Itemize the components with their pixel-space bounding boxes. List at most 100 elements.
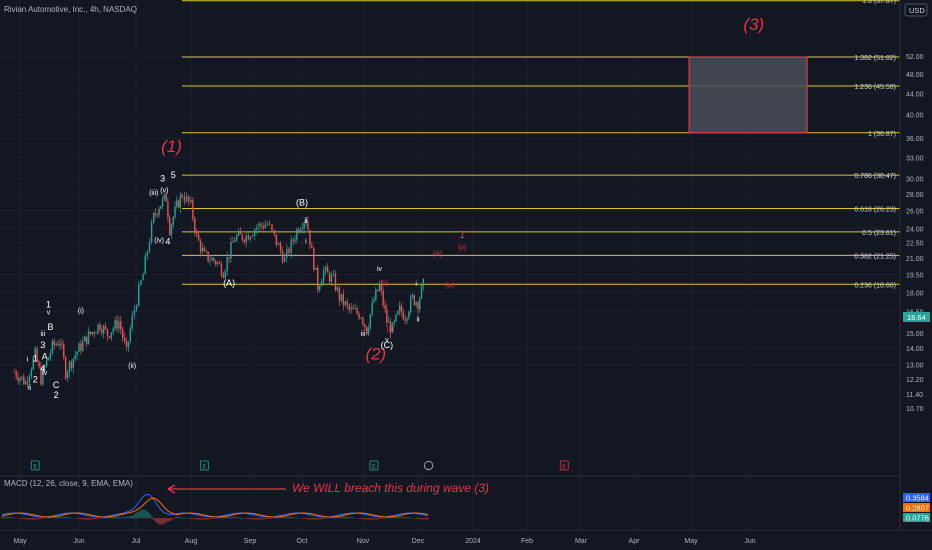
candle-body [409,297,412,313]
candle-body [169,217,171,235]
candle-body [354,308,356,310]
price-tick-label: 18.00 [906,290,924,297]
candle-body [181,195,183,197]
macd-value-3: 0.0776 [906,514,929,523]
wave-label: (i) [78,308,84,315]
macd-histogram-bar [29,518,31,520]
candle-body [328,272,331,282]
macd-histogram-bar [259,518,261,520]
candle-body [309,229,311,246]
macd-histogram-bar [39,518,41,520]
macd-histogram-bar [405,517,407,519]
macd-histogram-bar [307,518,309,520]
price-tick-label: 28.00 [906,192,924,199]
macd-histogram-bar [57,516,59,519]
macd-histogram-bar [329,517,331,519]
candle-body [25,381,27,385]
candle-body [49,352,52,358]
wave-label: 1 [459,229,465,241]
macd-histogram-bar [359,518,361,519]
macd-histogram-bar [99,518,101,519]
candle-body [369,314,372,328]
macd-histogram-bar [279,516,281,519]
candle-body [322,270,325,282]
macd-histogram-bar [85,518,87,520]
candle-body [114,320,116,329]
macd-histogram-bar [149,514,151,519]
earnings-marker[interactable] [559,460,569,471]
candle-body [275,234,278,245]
wave-label: 1 [33,353,38,363]
time-tick-label: May [684,538,698,545]
macd-histogram-bar [151,516,153,519]
macd-histogram-bar [397,516,399,519]
candle-body [241,234,244,240]
macd-histogram-bar [97,518,99,519]
wave-label: 5 [171,170,176,180]
price-tick-label: 24.00 [906,226,924,233]
price-axis[interactable]: 10.7011.4012.2013.0014.0015.0016.5018.00… [906,54,924,413]
fib-levels: 1.5 (57.57) 1.382 (51.82) 1.236 (45.50) 1 (… [182,0,900,289]
earnings-marker[interactable] [369,460,379,471]
candle-body [101,329,103,334]
macd-histogram-bar [373,518,375,520]
macd-histogram-bar [177,516,179,519]
macd-histogram-bar [293,517,295,519]
macd-histogram-bar [53,516,55,519]
macd-histogram-bar [245,518,247,519]
candle-body [66,371,69,379]
macd-histogram-bar [227,516,229,519]
candle-body [283,257,286,263]
candle-body [30,369,33,377]
price-tick-label: 13.00 [906,363,924,370]
macd-pane: MACD (12, 26, close, 9, EMA, EMA) We WIL… [1,479,930,525]
candle-body [243,239,245,243]
wave-label: (B) [296,197,308,207]
candle-body [350,307,352,310]
wave-label: v [47,309,51,316]
wave-label: iii [361,331,366,338]
macd-histogram-bar [49,517,51,519]
currency-label: USD [909,6,925,15]
price-tick-label: 48.00 [906,72,924,79]
macd-histogram-bar [401,516,403,519]
macd-histogram-bar [399,516,401,519]
candle-body [313,247,315,270]
candle-body [245,235,247,243]
currency-button[interactable]: USD [904,3,928,17]
macd-histogram-bar [365,518,367,520]
earnings-marker[interactable] [30,460,40,471]
macd-histogram-bar [161,518,163,525]
macd-histogram-bar [321,518,323,520]
macd-histogram-bar [361,518,363,520]
macd-histogram-bar [147,511,149,519]
macd-histogram-bar [81,518,83,520]
earnings-marker[interactable] [199,460,209,471]
macd-histogram-bar [201,518,203,520]
macd-histogram-bar [23,518,25,520]
macd-histogram-bar [209,518,211,519]
wave-3-target-box [688,56,808,134]
wave-label: i [415,281,417,288]
candle-body [170,224,173,235]
fib-label: 0.786 (30.47) [854,173,896,180]
candle-body [190,200,192,202]
candle-body [364,323,366,327]
time-tick-label: Jun [744,538,755,545]
macd-histogram-bar [319,518,321,520]
candle-body [303,223,305,229]
dividend-marker-icon[interactable] [424,460,434,471]
candle-body [290,239,292,254]
time-tick-label: Mar [575,538,588,545]
candle-body [260,223,262,226]
fib-label: 1.382 (51.82) [854,55,896,62]
candle-body [307,220,309,230]
wave-label: (2) [365,345,386,364]
candle-body [188,196,190,202]
candle-body [315,267,317,270]
candle-body [334,274,337,291]
macd-histogram-bar [303,518,305,519]
candle-body [254,229,256,236]
time-axis[interactable]: May Jun Jul Aug Sep Oct Nov Dec 2024 Feb Mar Apr May… [13,538,755,545]
